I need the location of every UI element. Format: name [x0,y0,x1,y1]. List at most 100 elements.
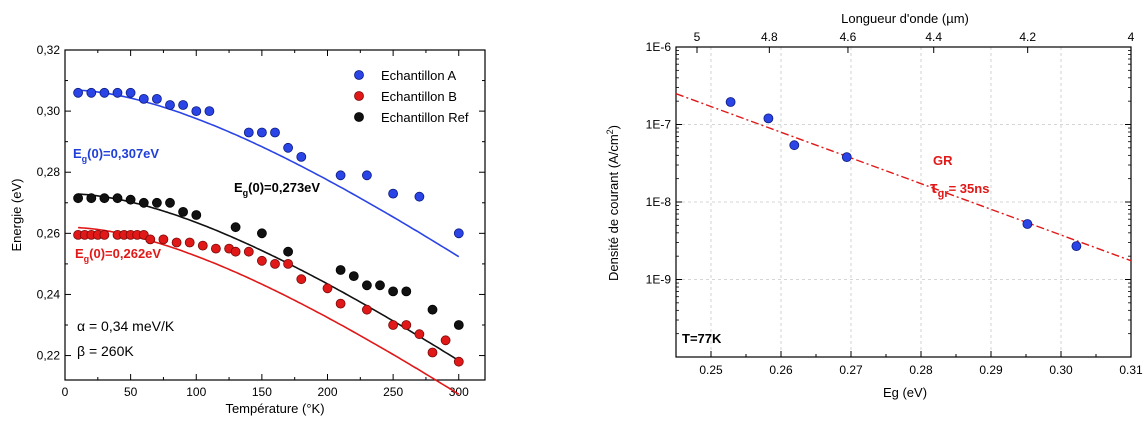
data-point [427,304,438,315]
data-point [361,280,372,291]
right-y-axis: 1E-9 1E-8 1E-7 1E-6 [646,40,1131,335]
data-point [191,210,202,220]
data-point [388,320,399,330]
data-point [243,127,254,138]
right-top-tick-label: 4.8 [761,30,778,44]
data-point [763,113,774,124]
data-point [270,127,280,138]
legend-marker-b [354,91,364,101]
annotation-eg-ref: Eg(0)=0,273eV [234,180,320,198]
data-point [125,194,136,205]
right-chart: 1E-9 1E-8 1E-7 1E-6 0.25 0.26 0.27 0.28 0.29 0.3… [605,11,1143,400]
data-point [401,320,412,330]
right-top-tick-label: 5 [694,30,701,44]
data-point [453,320,464,330]
data-point [178,100,189,110]
right-top-tick-label: 4.4 [925,30,942,44]
legend-label-b: Echantillon B [381,89,457,104]
data-point [145,234,156,245]
data-point [283,246,294,257]
data-point [171,237,182,248]
right-x-tick-label: 0.29 [979,363,1003,377]
left-y-axis-title: Energie (eV) [9,179,24,252]
data-point [789,140,800,151]
data-point [230,222,241,233]
right-x-tick-label: 0.28 [909,363,933,377]
data-point [243,246,254,257]
left-y-tick-label: 0,24 [37,287,61,301]
data-point [335,298,346,309]
data-point [283,142,294,153]
data-point [99,229,110,240]
data-point [165,197,175,208]
right-x-axis-title: Eg (eV) [883,385,927,400]
right-y-tick-label: 1E-6 [646,40,672,54]
data-point [440,335,451,346]
left-x-tick-label: 100 [186,385,206,399]
data-point [348,271,359,282]
legend-label-a: Echantillon A [381,68,456,83]
annotation-alpha: α = 0,34 meV/K [77,318,175,334]
data-point [99,193,110,204]
data-point [73,87,83,98]
data-point [453,356,464,367]
data-point [270,258,280,269]
data-point [388,188,399,199]
data-point [322,283,333,294]
left-y-axis: 0,22 0,24 0,26 0,28 0,30 0,32 [37,43,485,363]
left-x-tick-label: 50 [124,385,138,399]
right-x-tick-label: 0.27 [839,363,863,377]
data-point [335,170,346,181]
data-point [1022,219,1033,229]
data-point [375,280,385,291]
left-y-tick-label: 0,22 [37,349,61,363]
data-point [256,127,267,138]
data-point [725,97,736,107]
data-point [99,87,110,98]
left-fit-curves [78,89,460,395]
data-point [73,193,83,204]
left-x-tick-label: 250 [383,385,403,399]
right-data-points [725,97,1082,252]
left-plot-frame [64,49,486,381]
data-point [361,170,372,181]
left-y-tick-label: 0,28 [37,165,61,179]
data-point [191,106,202,116]
annotation-eg-a: Eg(0)=0,307eV [73,146,159,164]
data-point [204,106,215,116]
annotation-tau: τgr= 35ns [930,178,989,200]
right-top-axis-title: Longueur d'onde (µm) [841,11,969,26]
data-point [414,191,425,202]
left-legend: Echantillon A Echantillon B Echantillon … [354,68,469,125]
data-point [388,286,399,297]
left-x-tick-label: 150 [252,385,272,399]
right-top-tick-label: 4 [1128,30,1135,44]
data-point [165,100,175,110]
data-point [414,329,425,340]
right-x-axis: 0.25 0.26 0.27 0.28 0.29 0.30 0.31 [699,351,1143,377]
data-point [1071,241,1082,252]
left-x-tick-label: 0 [62,385,69,399]
data-point [86,193,97,204]
right-fit [675,93,1132,262]
legend-marker-a [354,70,364,80]
right-x-tick-label: 0.25 [699,363,723,377]
data-point [197,240,208,251]
data-point [138,94,149,104]
annotation-gr: GR [933,153,953,168]
data-point [427,347,438,358]
data-point [151,197,162,208]
right-y-tick-label: 1E-7 [646,118,672,132]
data-point [401,286,412,297]
left-chart: 0,22 0,24 0,26 0,28 0,30 0,32 0 50 100 150 200 250… [9,43,486,416]
data-point [230,246,241,257]
data-point [296,151,307,162]
left-y-tick-label: 0,32 [37,43,61,57]
data-point [453,228,464,239]
data-point [361,304,372,315]
data-point [112,87,123,98]
data-point [256,255,267,266]
right-x-tick-label: 0.30 [1049,363,1073,377]
